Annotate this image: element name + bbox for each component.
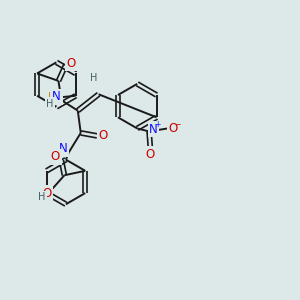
Text: O: O [51,150,60,163]
Text: H: H [38,192,46,202]
Text: −: − [174,120,180,129]
Text: H: H [53,151,60,161]
Text: H: H [46,99,54,109]
Text: O: O [67,57,76,70]
Text: N: N [52,90,61,103]
Text: N: N [149,123,158,136]
Text: N: N [58,142,67,155]
Text: H: H [90,73,98,83]
Text: O: O [98,129,108,142]
Text: O: O [146,148,155,161]
Text: O: O [169,122,178,135]
Text: +: + [154,120,161,129]
Text: O: O [43,187,52,200]
Text: Br: Br [48,91,62,104]
